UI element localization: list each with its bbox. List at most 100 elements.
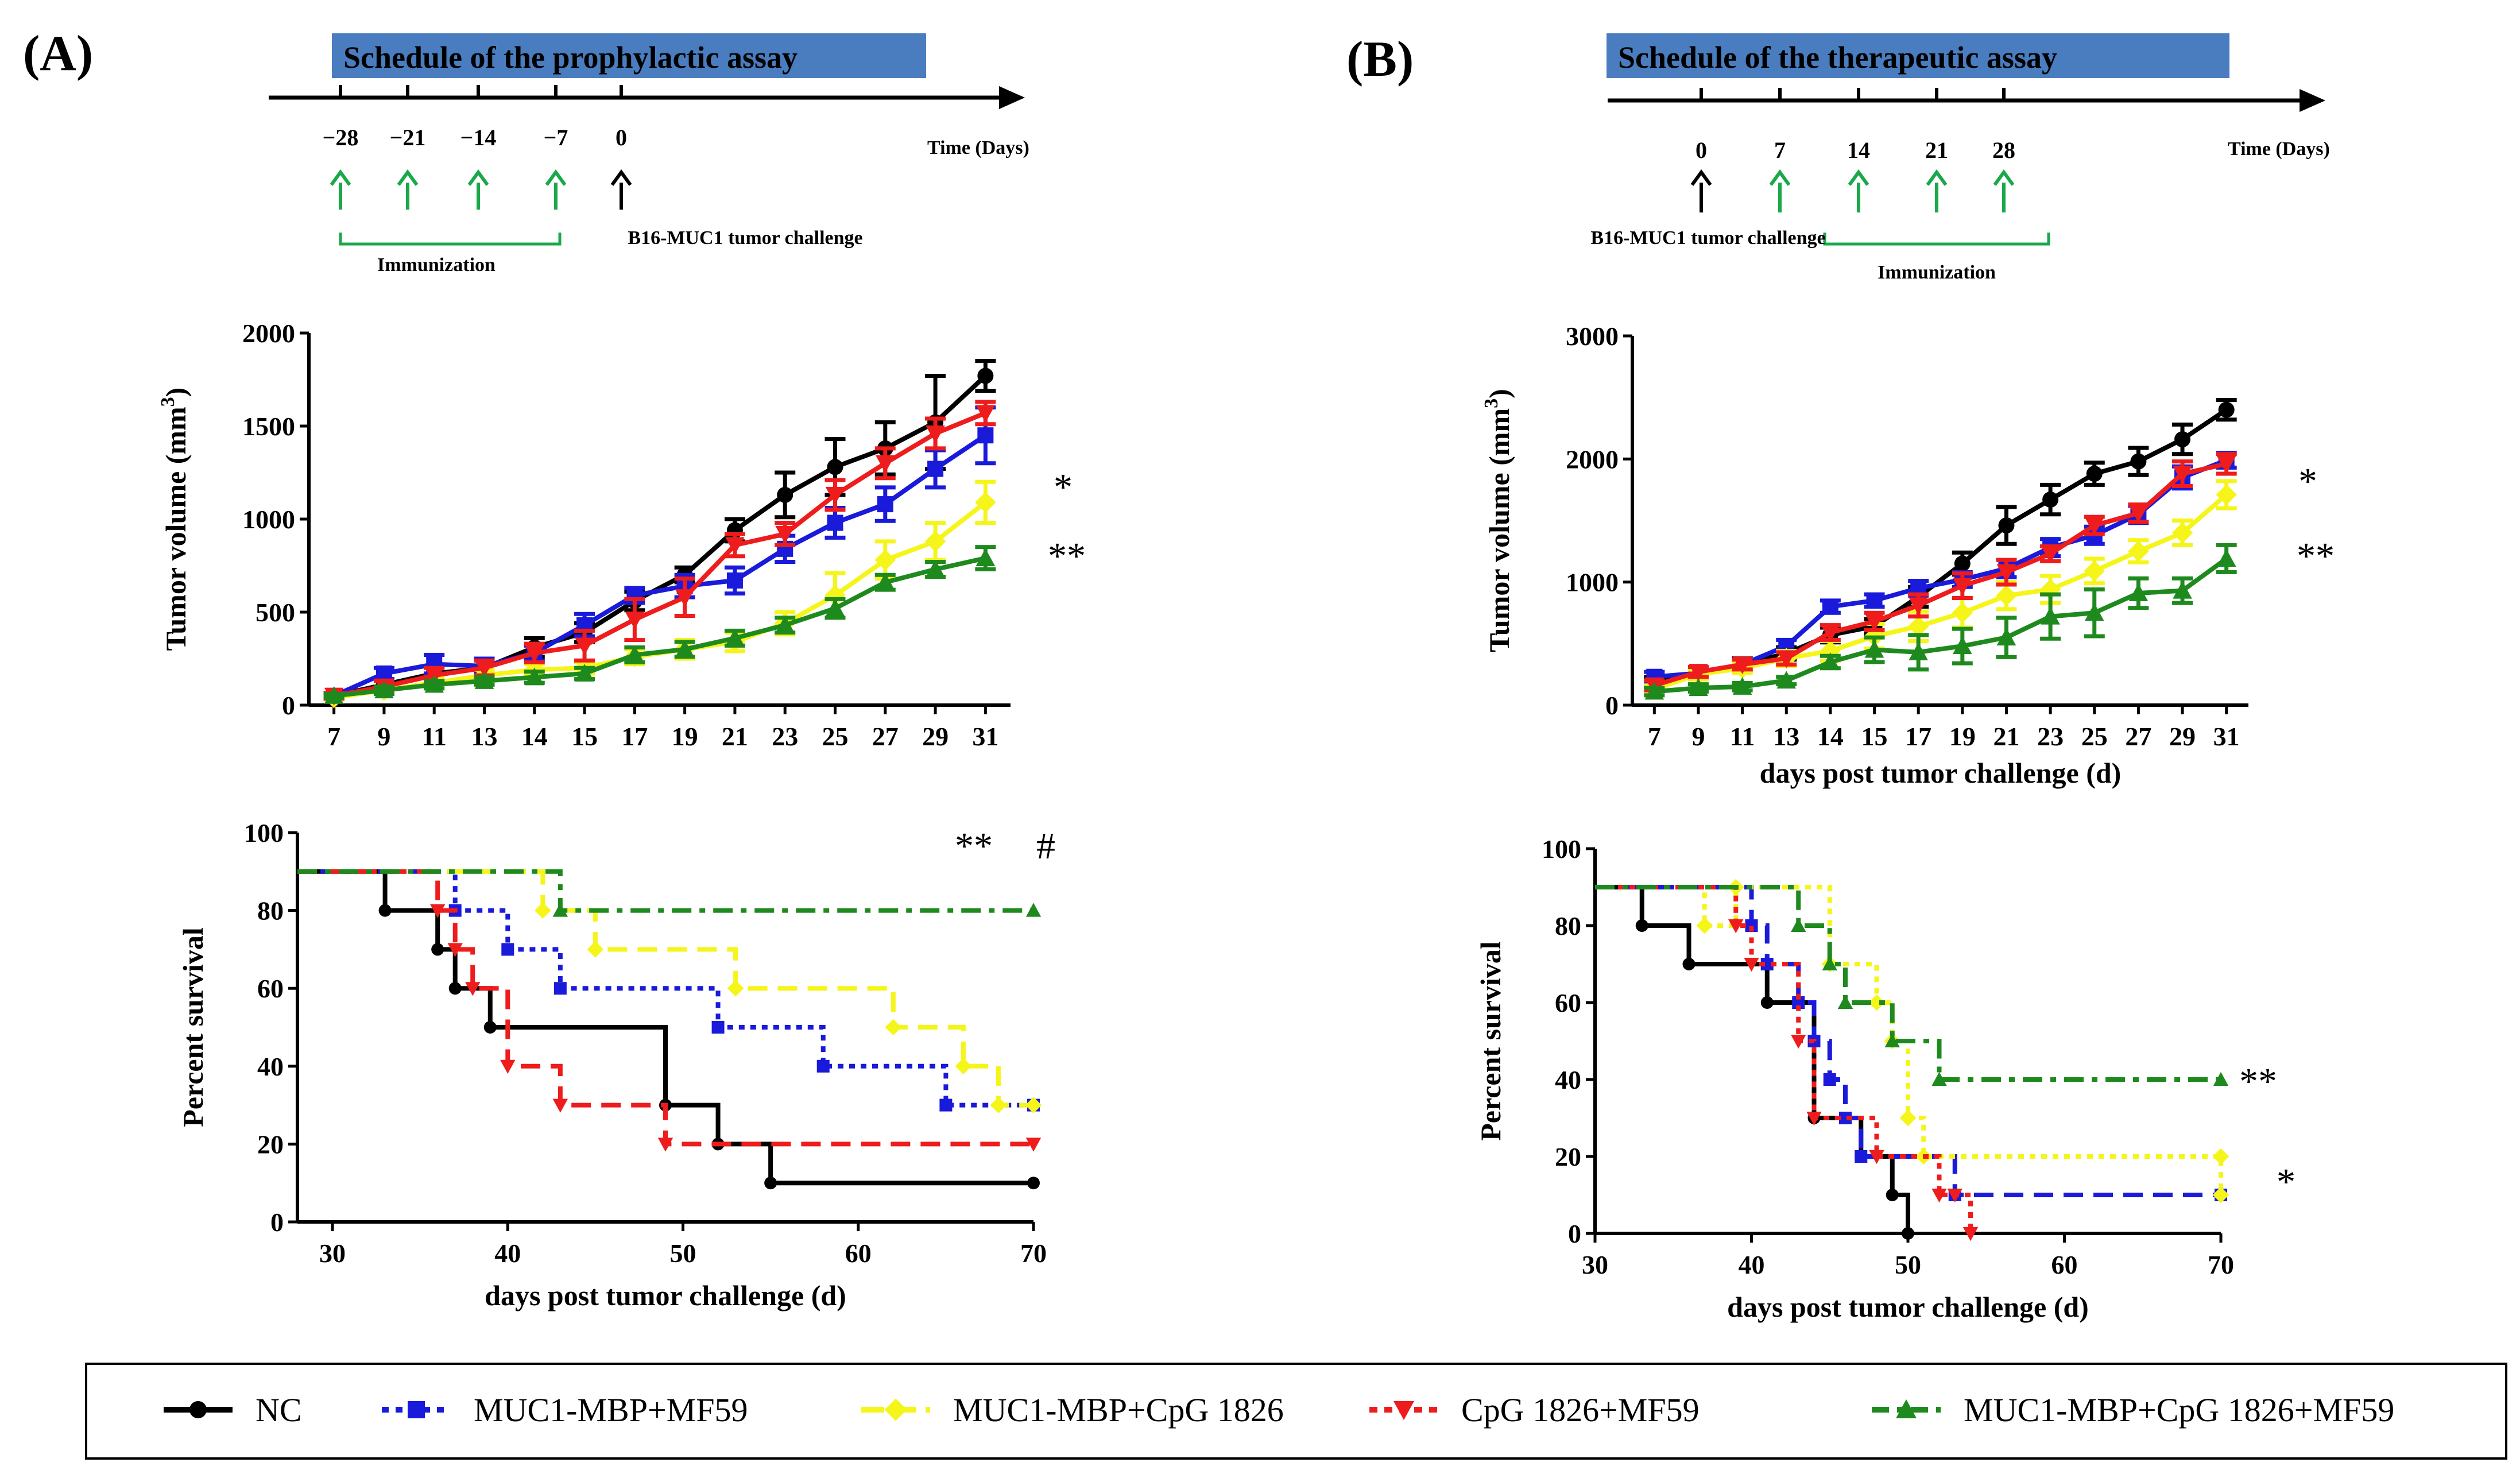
legend-marker [1896,1399,1917,1418]
data-point [1821,624,1840,643]
x-tick-label: 50 [670,1239,696,1268]
data-point [2130,453,2147,470]
x-tick-label: 29 [922,722,949,751]
schedule-tick-label: −7 [544,125,568,150]
data-point [976,548,996,567]
y-tick-label: 2000 [242,319,295,348]
censor-marker [816,1059,830,1073]
x-tick-label: 17 [621,722,648,751]
censor-marker [2213,1071,2229,1086]
schedule-a-title-bar [332,33,926,78]
data-point [1644,682,1664,700]
y-tick-label: 100 [244,818,284,848]
censor-marker [1025,903,1042,917]
x-tick-label: 29 [2169,722,2196,751]
censor-marker [1696,917,1713,934]
survival-step-line [297,869,1033,1108]
series-muc1-mbp-cpg-1826-mf59 [1595,885,2229,1086]
x-tick-label: 50 [1895,1250,1921,1279]
censor-marker [1869,1150,1884,1165]
data-point [777,486,793,503]
x-tick-label: 21 [1993,722,2019,751]
x-axis-label: days post tumor challenge (d) [485,1279,846,1311]
censor-marker [990,1097,1007,1113]
data-point [1996,564,2016,582]
y-tick-label: 60 [257,974,284,1003]
schedule-tick-label: −21 [390,125,426,150]
x-tick-label: 9 [377,722,390,751]
schedule-b-immunization-bracket [1823,233,2050,246]
censor-marker [711,1021,725,1034]
y-tick-label: 0 [282,691,295,720]
x-tick-label: 25 [2081,722,2108,751]
schedule-arrow-up-icon [330,169,351,186]
survival-step-line [1595,885,1973,1233]
data-point [2174,431,2191,448]
x-tick-label: 40 [494,1239,521,1268]
x-tick-label: 13 [1773,722,1799,751]
y-tick-label: 0 [1605,691,1619,720]
x-tick-label: 19 [1949,722,1976,751]
x-tick-label: 11 [1730,722,1755,751]
data-point [875,455,895,473]
series-cpg-1826-mf59 [297,869,1042,1152]
significance-marker: * [2277,1161,2296,1203]
censor-marker [1839,1112,1852,1124]
y-tick-label: 2000 [1566,444,1619,474]
data-point [1689,678,1708,696]
y-axis-label-superscript: 3 [1481,399,1502,408]
y-axis-label-text: Tumor volume (mm [160,407,192,651]
series-cpg-1826-mf59 [1644,452,2237,695]
schedule-a-title: Schedule of the prophylactic assay [343,40,798,75]
censor-marker [552,903,568,917]
data-point [2084,560,2105,582]
censor-marker [448,982,462,995]
axes: 0 500 1000 1500 2000 7 9 11 13 14 15 17 19 21 23 25 27 29… [242,319,1011,751]
schedule-tick-label: 21 [1925,137,1948,163]
panel-label-b: (B) [1346,32,1414,87]
series-muc1-mbp-cpg-1826-mf59 [1644,543,2237,700]
schedule-b-ticks: 0 7 14 21 28 [1690,88,2015,212]
censor-marker [1806,1112,1822,1126]
legend-label: MUC1-MBP+MF59 [474,1391,748,1429]
y-tick-label: 80 [257,896,284,926]
data-point [1822,598,1838,615]
schedule-tick-label: 7 [1774,137,1786,163]
censor-marker [1886,1189,1899,1201]
censor-marker [429,904,446,918]
x-tick-label: 7 [327,722,340,751]
series-muc1-mbp-cpg-1826-mf59 [323,545,996,704]
schedule-b-title: Schedule of the therapeutic assay [1618,40,2057,75]
data-point [874,550,896,571]
x-tick-label: 27 [2125,722,2151,751]
panel-label-a: (A) [23,26,93,82]
schedule-b-arrowhead [2300,89,2325,112]
x-tick-label: 15 [1861,722,1888,751]
data-point [1953,636,1972,655]
significance-marker: ** [2239,1061,2277,1102]
legend-label: MUC1-MBP+CpG 1826 [953,1391,1284,1429]
data-point [2128,505,2149,523]
data-point [324,686,344,704]
schedule-arrow-up-icon [1926,169,1948,186]
data-point [424,675,444,693]
y-axis-label-text: ) [1483,389,1515,399]
censor-marker [727,980,744,997]
legend-marker [884,1398,907,1421]
y-tick-label: 40 [1555,1065,1581,1094]
y-tick-label: 80 [1555,911,1581,941]
schedule-arrow-up-icon [397,169,419,186]
data-point [725,628,745,647]
legend-item-nc: NC [164,1391,302,1429]
censor-marker [764,1177,777,1190]
schedule-b-immunization-label: Immunization [1878,262,1996,283]
data-point [775,615,795,633]
schedule-a: Schedule of the prophylactic assay Time … [269,33,1029,276]
y-axis-label-text: ) [160,388,192,397]
data-point [1909,597,1928,616]
data-point [1953,578,1972,595]
y-tick-label: 20 [257,1129,284,1159]
censor-marker [553,982,567,995]
data-point [2218,401,2235,418]
schedule-tick-label: 28 [1992,137,2015,163]
